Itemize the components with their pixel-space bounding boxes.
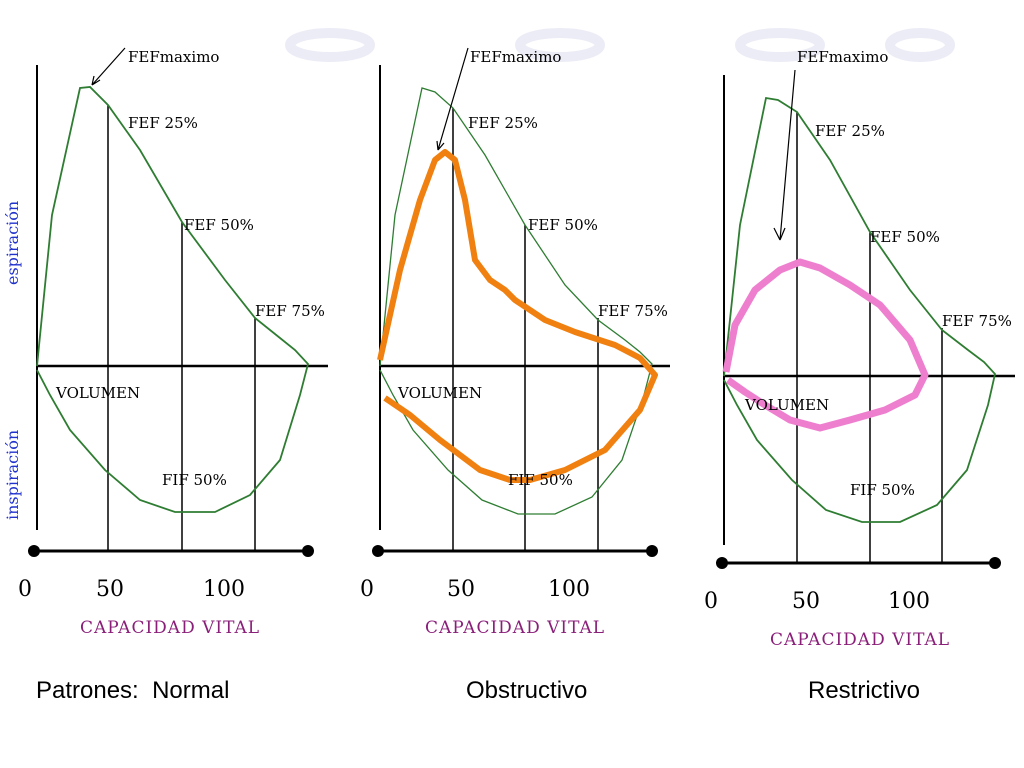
tick-0: 0 [704, 589, 718, 614]
axis-start-dot [28, 545, 40, 557]
tick-50: 50 [447, 577, 475, 602]
axes [34, 65, 328, 553]
inspiration-label: inspiración [3, 430, 22, 520]
obstructive-flow-volume-curve [377, 149, 658, 483]
fef75-label: FEF 75% [255, 302, 325, 320]
fef-max-label: FEFmaximo [128, 48, 219, 66]
panel-obstructive: FEFmaximo FEF 25% FEF 50% FEF 75% VOLUME… [360, 47, 670, 638]
volumen-label: VOLUMEN [397, 384, 482, 402]
fef25-label: FEF 25% [815, 122, 885, 140]
tick-100: 100 [203, 577, 245, 602]
fef25-label: FEF 25% [128, 114, 198, 132]
fef-max-arrow [773, 69, 796, 241]
fif50-label: FIF 50% [850, 481, 915, 499]
panel-restrictive: FEFmaximo FEF 25% FEF 50% FEF 75% VOLUME… [704, 48, 1015, 650]
fif50-label: FIF 50% [508, 471, 573, 489]
axis-end-dot [302, 545, 314, 557]
background-decoration [285, 28, 955, 62]
caption-restrictive: Restrictivo [808, 677, 920, 704]
volumen-label: VOLUMEN [744, 396, 829, 414]
axis-end-dot [646, 545, 658, 557]
fef25-label: FEF 25% [468, 114, 538, 132]
restrictive-flow-volume-curve [722, 258, 929, 432]
expiration-label: espiración [3, 201, 22, 285]
tick-100: 100 [548, 577, 590, 602]
normal-flow-volume-curve [36, 86, 309, 513]
normal-reference-curve [723, 96, 996, 523]
tick-0: 0 [360, 577, 374, 602]
fef-max-label: FEFmaximo [797, 48, 888, 66]
tick-50: 50 [96, 577, 124, 602]
normal-reference-curve [379, 87, 653, 515]
fef50-label: FEF 50% [870, 228, 940, 246]
axis-start-dot [716, 557, 728, 569]
caption-normal: Patrones: Normal [36, 677, 229, 704]
fef75-label: FEF 75% [598, 302, 668, 320]
volumen-label: VOLUMEN [55, 384, 140, 402]
axes [722, 75, 1015, 565]
fif50-label: FIF 50% [162, 471, 227, 489]
fef-max-label: FEFmaximo [470, 48, 561, 66]
fef-max-arrow [436, 47, 469, 151]
fef-max-arrow [91, 47, 126, 86]
axes [378, 65, 670, 553]
x-axis-label: CAPACIDAD VITAL [425, 618, 605, 638]
tick-100: 100 [888, 589, 930, 614]
tick-50: 50 [792, 589, 820, 614]
axis-end-dot [989, 557, 1001, 569]
fef50-label: FEF 50% [528, 216, 598, 234]
x-axis-label: CAPACIDAD VITAL [770, 630, 950, 650]
axis-start-dot [372, 545, 384, 557]
x-axis-label: CAPACIDAD VITAL [80, 618, 260, 638]
fef50-label: FEF 50% [184, 216, 254, 234]
tick-0: 0 [18, 577, 32, 602]
caption-obstructive: Obstructivo [466, 677, 587, 704]
fef75-label: FEF 75% [942, 312, 1012, 330]
panel-normal: FEFmaximo FEF 25% FEF 50% FEF 75% VOLUME… [18, 47, 328, 638]
